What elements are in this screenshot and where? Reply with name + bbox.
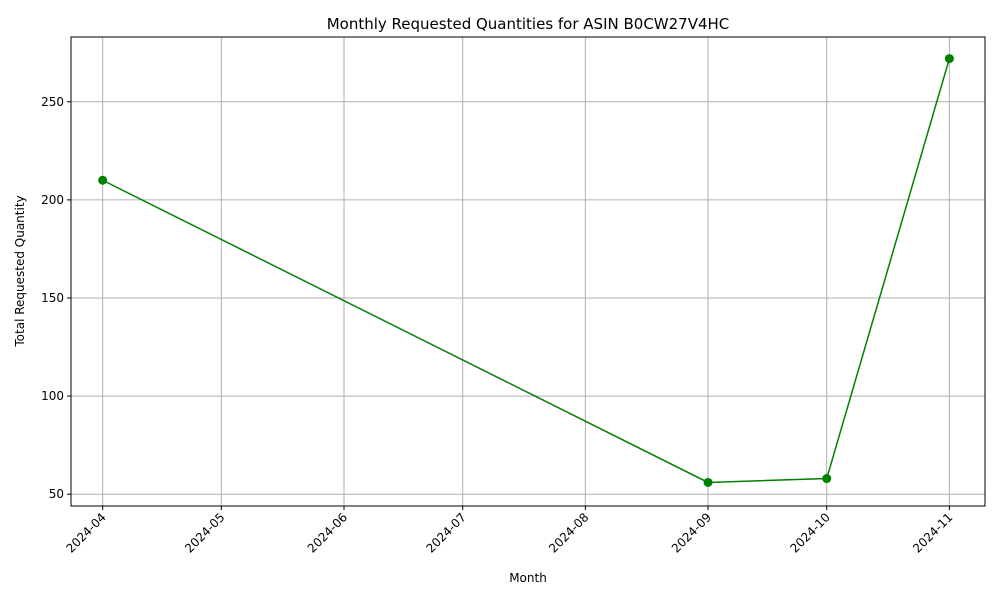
- x-tick-label: 2024-08: [546, 510, 591, 555]
- data-point: [703, 477, 713, 487]
- y-tick-label: 50: [49, 487, 64, 501]
- chart-title: Monthly Requested Quantities for ASIN B0…: [327, 15, 730, 33]
- axis-ticks: 2024-04 2024-05 2024-06 2024-07 2024-08 2024-…: [41, 95, 955, 556]
- x-tick-label: 2024-05: [182, 510, 227, 555]
- y-tick-label: 150: [41, 291, 64, 305]
- y-tick-label: 250: [41, 95, 64, 109]
- y-tick-label: 100: [41, 389, 64, 403]
- x-tick-label: 2024-09: [669, 510, 714, 555]
- series-lines: [102, 58, 951, 484]
- x-tick-label: 2024-07: [423, 510, 468, 555]
- plot-frame: [70, 36, 986, 507]
- x-tick-label: 2024-11: [910, 510, 955, 555]
- series-markers: [98, 54, 954, 487]
- y-axis-label: Total Requested Quantity: [13, 195, 27, 347]
- data-point: [944, 54, 954, 64]
- data-point: [98, 175, 108, 185]
- x-tick-label: 2024-06: [305, 510, 350, 555]
- x-tick-label: 2024-10: [787, 510, 832, 555]
- y-tick-label: 200: [41, 193, 64, 207]
- grid-lines: [71, 37, 985, 506]
- data-point: [822, 474, 832, 484]
- x-axis-label: Month: [509, 571, 547, 585]
- x-tick-label: 2024-04: [63, 510, 108, 555]
- series-line: [102, 58, 951, 484]
